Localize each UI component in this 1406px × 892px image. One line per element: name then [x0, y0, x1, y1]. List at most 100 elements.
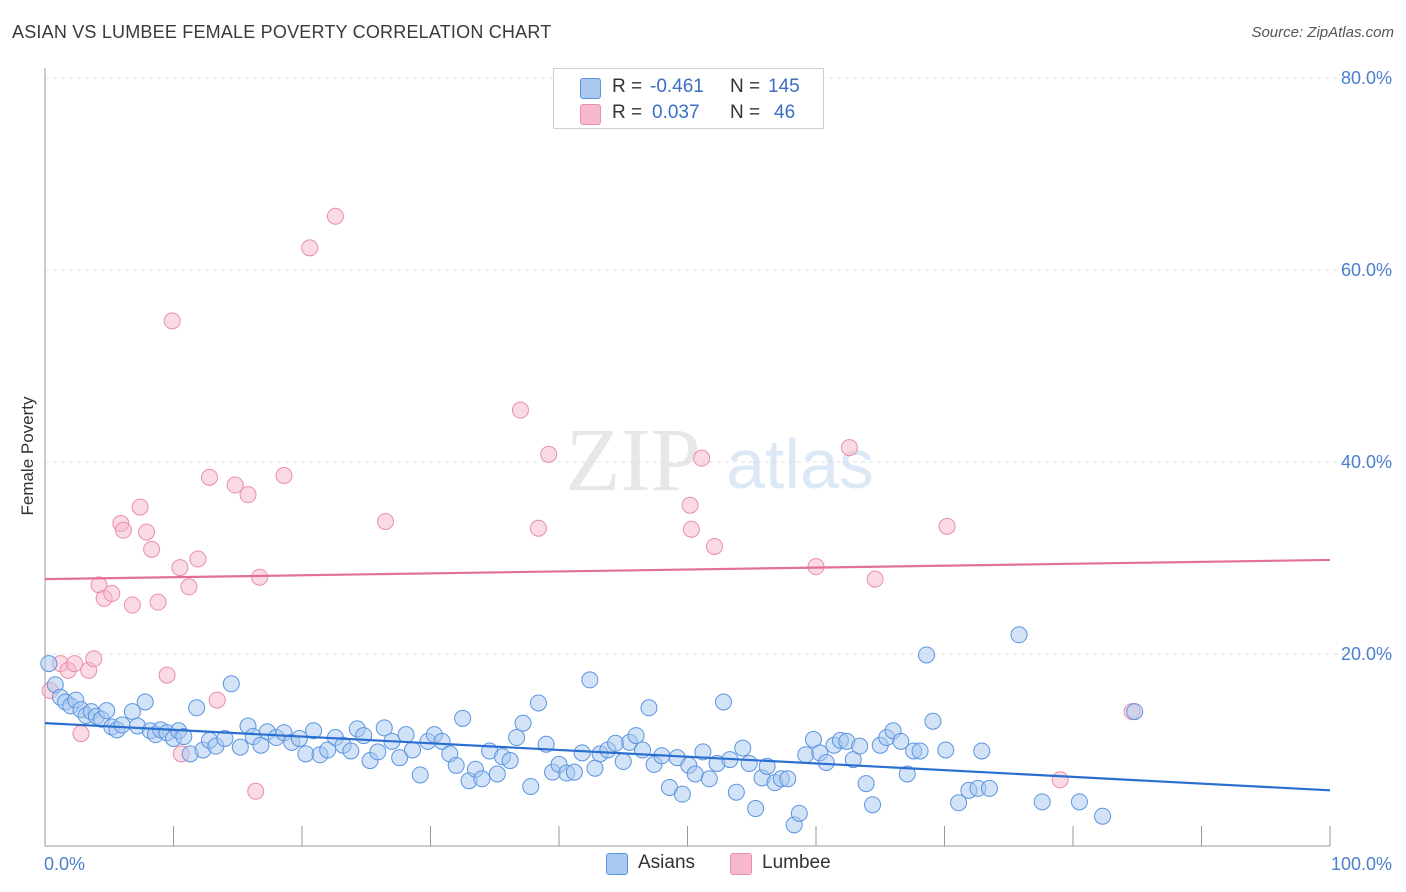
- asians-point: [973, 742, 991, 760]
- asians-point: [614, 753, 632, 771]
- asians-point: [892, 732, 910, 750]
- y-tick-label: 80.0%: [1341, 68, 1392, 88]
- lumbee-point: [138, 523, 156, 541]
- asians-point: [565, 763, 583, 781]
- r-value: 0.037: [652, 102, 700, 123]
- asians-point: [1010, 626, 1028, 644]
- asians-point: [514, 714, 532, 732]
- asians-point: [851, 737, 869, 755]
- watermark-zip: ZIP: [566, 411, 701, 510]
- lumbee-point: [239, 486, 257, 504]
- lumbee-point: [143, 540, 161, 558]
- lumbee-point: [66, 655, 84, 673]
- trend-lines: [44, 558, 1331, 792]
- r-label: R =: [612, 102, 643, 123]
- asians-point: [297, 745, 315, 763]
- asians-point: [397, 726, 415, 744]
- asians-point: [673, 785, 691, 803]
- asians-point: [686, 765, 704, 783]
- source-label: Source: ZipAtlas.com: [1251, 24, 1394, 41]
- asians-point: [747, 800, 765, 818]
- lumbee-point: [123, 596, 141, 614]
- r-label: R =: [612, 76, 643, 97]
- asians-point: [758, 757, 776, 775]
- asians-point: [136, 693, 154, 711]
- asians-point: [937, 741, 955, 759]
- asians-point: [529, 694, 547, 712]
- asians-point: [864, 796, 882, 814]
- asians-point: [355, 727, 373, 745]
- lumbee-legend-label: Lumbee: [762, 852, 831, 873]
- asians-point: [700, 770, 718, 788]
- y-tick-label: 20.0%: [1341, 644, 1392, 664]
- n-value: 46: [774, 102, 796, 123]
- asians-point: [319, 741, 337, 759]
- lumbee-trend-line: [44, 558, 1331, 581]
- asians-point: [391, 749, 409, 767]
- asians-point: [817, 753, 835, 771]
- r-value: -0.461: [650, 76, 704, 97]
- asians-point: [231, 738, 249, 756]
- asians-point: [797, 746, 815, 764]
- asians-point: [305, 722, 323, 740]
- lumbee-point: [85, 650, 103, 668]
- lumbee-point: [705, 537, 723, 555]
- y-tick-label: 40.0%: [1341, 452, 1392, 472]
- asians-point: [98, 702, 116, 720]
- n-value: 145: [768, 76, 800, 97]
- asians-point: [911, 742, 929, 760]
- asians-point: [740, 754, 758, 772]
- lumbee-point: [326, 207, 344, 225]
- asians-point: [857, 775, 875, 793]
- lumbee-point: [114, 521, 132, 539]
- lumbee-swatch: [580, 104, 601, 125]
- lumbee-point: [200, 468, 218, 486]
- asians-point: [640, 699, 658, 717]
- asians-point: [779, 770, 797, 788]
- lumbee-point: [866, 570, 884, 588]
- lumbee-point: [171, 559, 189, 577]
- asians-point: [573, 744, 591, 762]
- asians-legend-label: Asians: [638, 852, 696, 873]
- asians-point: [1033, 793, 1051, 811]
- asians-point: [501, 752, 519, 770]
- lumbee-point: [103, 585, 121, 603]
- asians-point: [586, 759, 604, 777]
- asians-point: [1094, 807, 1112, 825]
- lumbee-point: [682, 520, 700, 538]
- correlation-legend: R = -0.461 N = 145 R = 0.037 N = 46: [553, 68, 824, 129]
- asians-point: [714, 693, 732, 711]
- lumbee-point: [163, 312, 181, 330]
- lumbee-point: [189, 550, 207, 568]
- lumbee-point: [511, 401, 529, 419]
- asians-point: [488, 765, 506, 783]
- asians-point: [918, 646, 936, 664]
- lumbee-point: [226, 476, 244, 494]
- asians-point: [790, 804, 808, 822]
- asians-point: [607, 734, 625, 752]
- lumbee-point: [693, 449, 711, 467]
- asians-point: [375, 719, 393, 737]
- asians-point: [924, 712, 942, 730]
- y-tick-label: 60.0%: [1341, 260, 1392, 280]
- lumbee-point: [158, 666, 176, 684]
- lumbee-point: [72, 725, 90, 743]
- grid-lines: [45, 77, 1392, 655]
- asians-point: [404, 741, 422, 759]
- lumbee-point: [275, 466, 293, 484]
- asians-trend-line: [44, 722, 1331, 792]
- asians-point: [290, 729, 308, 747]
- lumbee-point: [251, 568, 269, 586]
- asians-legend-swatch: [606, 853, 628, 875]
- lumbee-point: [301, 239, 319, 257]
- asians-point: [627, 727, 645, 745]
- asians-point: [980, 779, 998, 797]
- asians-point: [433, 732, 451, 750]
- asians-point: [734, 739, 752, 757]
- lumbee-point: [681, 496, 699, 514]
- n-label: N =: [730, 102, 761, 123]
- asians-point: [522, 777, 540, 795]
- lumbee-point: [938, 517, 956, 535]
- asians-point: [222, 675, 240, 693]
